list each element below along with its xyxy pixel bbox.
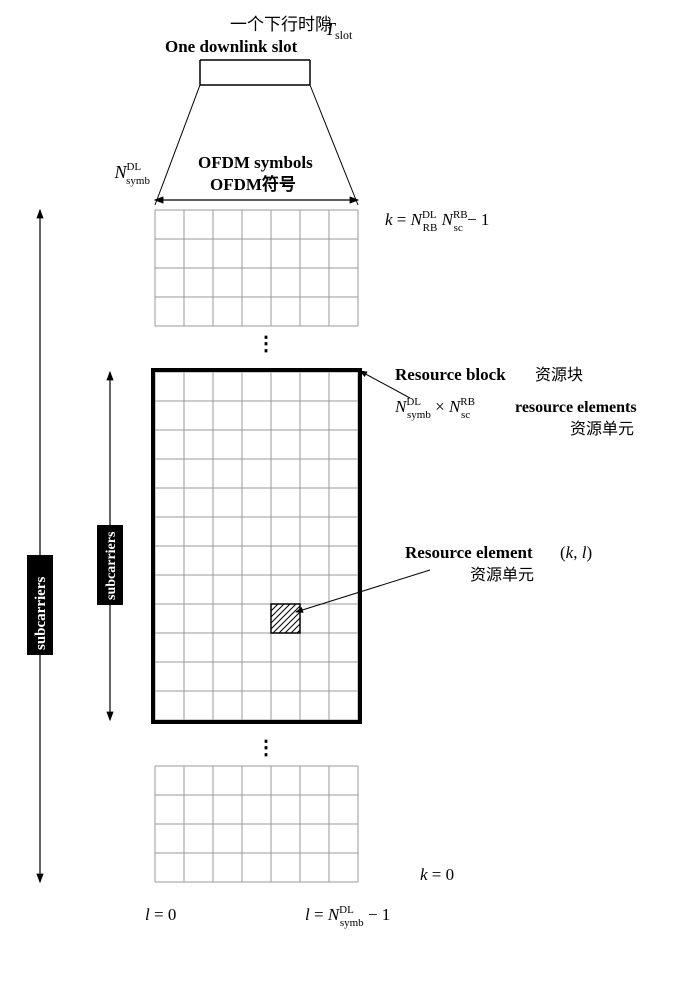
guide-left [155,85,200,205]
resource-element-cell [271,604,300,633]
re-pointer [296,570,430,612]
l-end-label: l = NDLsymb − 1 [305,904,390,929]
rb-formula: NDLsymb × NRBsc [394,396,475,421]
t-slot-label: Tslot [325,19,353,42]
ofdm-cn-label: OFDM符号 [210,174,296,194]
subcarriers-inner-text: subcarriers [104,531,119,600]
l0-label: l = 0 [145,905,176,924]
slot-bracket [200,60,310,85]
re-kl-label: (k, l) [560,543,592,562]
dots-lower: ⋮ [256,737,276,759]
grid-container [155,210,358,882]
top-cn-label: 一个下行时隙 [230,15,332,34]
rb-elements-en: resource elements [515,399,637,416]
subcarriers-outer-text: subcarriers [33,577,49,650]
rb-elements-cn: 资源单元 [570,420,634,438]
re-en-label: Resource element [405,543,533,562]
top-en-label: One downlink slot [165,37,298,56]
n-symb-label: NDLsymb [113,161,150,187]
rb-en-label: Resource block [395,365,506,384]
diagram-canvas: 一个下行时隙 One downlink slot Tslot NDLsymb O… [0,0,673,1000]
k0-label: k = 0 [420,865,454,884]
ofdm-en-label: OFDM symbols [198,153,313,172]
dots-upper: ⋮ [256,333,276,355]
guide-right [310,85,358,205]
k-top-label: k = NDLRB NRBsc − 1 [385,209,489,234]
re-cn-label: 资源单元 [470,566,534,584]
rb-cn-label: 资源块 [535,366,583,384]
